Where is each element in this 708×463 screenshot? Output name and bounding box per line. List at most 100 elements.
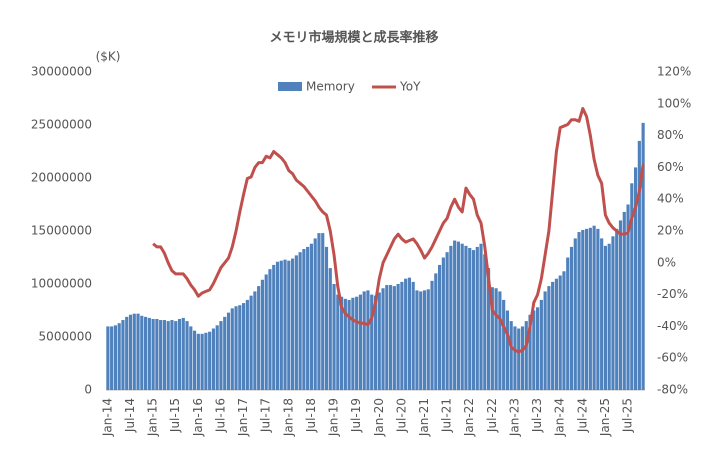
y2-tick-label: 80%: [657, 128, 684, 142]
bar: [181, 317, 185, 390]
bar: [351, 297, 355, 390]
bar: [607, 243, 611, 390]
x-tick-label: Jul-19: [349, 398, 363, 433]
bar: [633, 167, 638, 390]
bar: [226, 312, 231, 390]
bar: [347, 299, 351, 390]
y2-tick-label: 120%: [657, 65, 691, 79]
bar: [479, 243, 483, 390]
y2-tick-label: 60%: [657, 160, 684, 174]
bar: [630, 183, 634, 390]
bar: [611, 236, 615, 390]
bar: [113, 325, 118, 390]
bar: [362, 291, 366, 390]
y-tick-label: 20000000: [31, 171, 92, 185]
bar: [584, 228, 589, 390]
y2-tick-label: 100%: [657, 96, 691, 110]
x-tick-label: Jan-17: [236, 398, 250, 437]
bar: [283, 259, 287, 390]
bar: [321, 233, 325, 390]
bar: [445, 252, 449, 390]
bar: [468, 247, 472, 390]
y2-tick-label: 20%: [657, 224, 684, 238]
bar: [539, 299, 543, 390]
y-tick-label: 25000000: [31, 118, 92, 132]
bar: [324, 246, 329, 390]
bar: [121, 320, 125, 390]
x-tick-label: Jul-14: [123, 398, 137, 433]
x-tick-label: Jul-21: [440, 398, 454, 433]
x-tick-label: Jan-22: [462, 398, 476, 437]
bar: [434, 273, 438, 390]
bar: [509, 321, 513, 390]
bar: [106, 326, 110, 390]
bar: [166, 321, 170, 390]
bar: [419, 291, 423, 390]
bar: [264, 274, 268, 390]
bar: [603, 245, 608, 390]
x-tick-label: Jan-18: [281, 398, 295, 437]
bar: [192, 330, 197, 390]
bar: [268, 269, 272, 390]
bar: [272, 264, 276, 390]
y-tick-label: 0: [84, 383, 92, 397]
bar: [241, 303, 246, 390]
bar: [453, 240, 457, 390]
bar: [596, 228, 600, 390]
bar: [377, 292, 381, 390]
bar: [309, 243, 314, 390]
bar: [290, 258, 295, 390]
bar: [396, 284, 400, 390]
bar: [155, 318, 159, 390]
bar: [388, 285, 393, 390]
bar: [128, 314, 133, 390]
bar: [562, 271, 566, 390]
bar: [294, 255, 298, 390]
x-tick-label: Jul-24: [575, 398, 589, 433]
bar: [343, 298, 347, 390]
bar: [543, 291, 547, 390]
bar: [366, 290, 370, 390]
y2-tick-label: -20%: [657, 287, 688, 301]
x-tick-label: Jan-24: [553, 398, 567, 437]
bar: [125, 316, 129, 390]
y2-tick-label: 0%: [657, 255, 676, 269]
x-tick-label: Jul-16: [213, 398, 227, 433]
bar: [200, 333, 204, 390]
bar: [147, 317, 151, 390]
bar: [370, 294, 374, 390]
bar: [159, 320, 163, 390]
bar: [517, 328, 521, 390]
bar: [117, 323, 121, 390]
bar: [253, 291, 257, 390]
bar: [174, 321, 178, 390]
bar: [520, 326, 525, 390]
x-tick-label: Jul-20: [394, 398, 408, 433]
bar: [136, 313, 140, 390]
bar: [471, 250, 476, 390]
bar: [306, 246, 310, 390]
bar: [460, 243, 464, 390]
legend-label: Memory: [306, 80, 355, 94]
bar: [373, 295, 378, 390]
x-tick-label: Jul-23: [530, 398, 544, 433]
bar: [535, 307, 540, 390]
y-tick-label: 15000000: [31, 224, 92, 238]
bar: [581, 229, 585, 390]
bar: [302, 249, 306, 390]
chart-title: メモリ市場規模と成長率推移: [269, 30, 438, 46]
bar: [592, 225, 596, 390]
bar: [430, 280, 434, 390]
bar: [502, 299, 506, 390]
y2-tick-label: -40%: [657, 319, 688, 333]
bar: [196, 333, 200, 390]
bar: [339, 296, 344, 390]
bar: [170, 320, 174, 390]
bar: [132, 313, 136, 390]
bar: [215, 325, 219, 390]
x-tick-label: Jul-17: [259, 398, 273, 433]
x-tick-label: Jul-18: [304, 398, 318, 433]
bar: [355, 296, 359, 390]
legend-label: YoY: [399, 80, 421, 94]
